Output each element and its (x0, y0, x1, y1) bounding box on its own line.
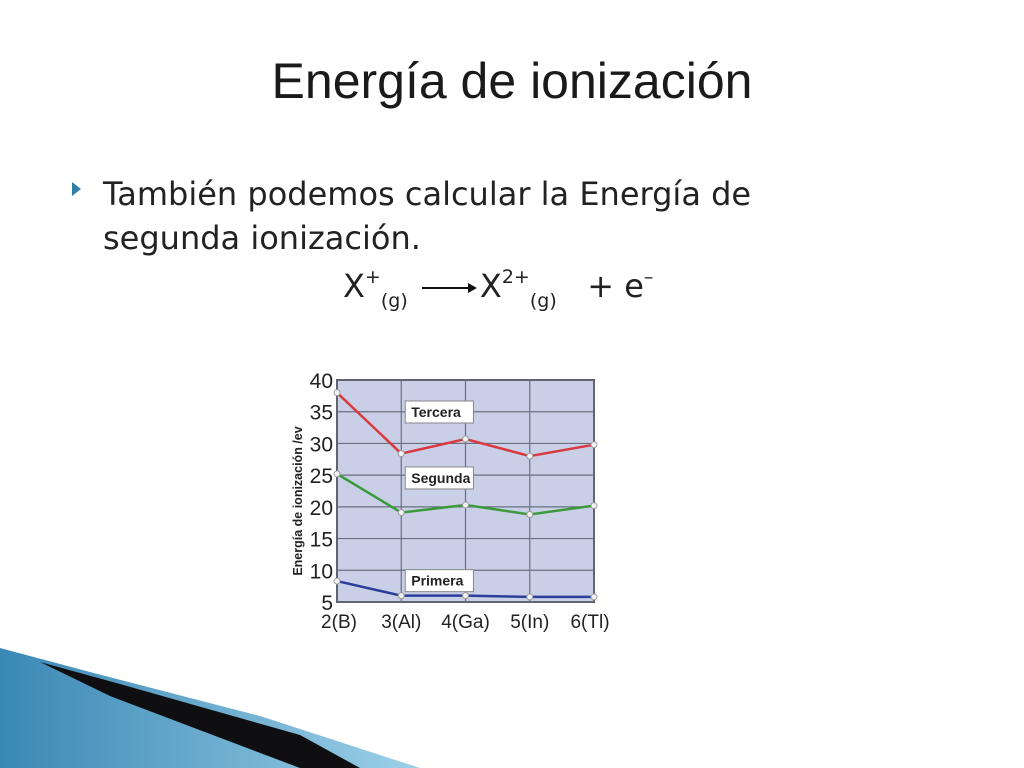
data-point (462, 592, 469, 600)
y-tick-labels: 40 35 30 25 20 15 10 5 (310, 370, 333, 615)
eq-reactant-charge: + (364, 266, 381, 288)
bullet-arrow-icon (72, 182, 81, 196)
x-tick-label: 6(Tl) (570, 612, 609, 633)
y-tick-label: 10 (310, 560, 333, 583)
ionization-chart: Tercera Segunda Primera 40 35 30 25 20 15 10 5 2(… (284, 362, 624, 640)
y-tick-label: 35 (310, 402, 333, 425)
chart-grid (336, 379, 595, 603)
y-tick-label: 40 (310, 370, 333, 393)
series-label-box (404, 466, 474, 490)
x-tick-labels: 2(B) 3(Al) 4(Ga) 5(In) 6(Tl) (321, 612, 609, 633)
series-label: Tercera (411, 404, 461, 420)
slide-title-text: Energía de ionización (271, 53, 753, 109)
data-point (333, 577, 341, 585)
y-tick-label: 15 (310, 529, 333, 552)
bullet-item: También podemos calcular la Energía de s… (72, 172, 892, 260)
eq-product-state: (g) (529, 290, 557, 312)
x-tick-label: 2(B) (321, 612, 357, 633)
data-point (397, 509, 405, 517)
y-tick-label: 5 (321, 592, 333, 615)
data-point (397, 592, 405, 600)
eq-product: X (479, 267, 502, 305)
bullet-text: También podemos calcular la Energía de s… (103, 175, 752, 257)
eq-plus: + (587, 267, 615, 305)
y-tick-label: 25 (310, 465, 333, 488)
data-point (333, 389, 341, 397)
x-tick-label: 5(In) (510, 612, 549, 633)
series-label: Primera (411, 573, 463, 589)
eq-reactant-state: (g) (380, 290, 408, 312)
blue-ribbon-shape (0, 648, 420, 768)
ionization-equation: X+(g) X2+(g) + e– (343, 266, 653, 312)
series-label-box (404, 400, 474, 424)
data-point (462, 501, 469, 509)
eq-product-charge: 2+ (501, 266, 530, 288)
y-tick-label: 30 (310, 433, 333, 456)
eq-reactant: X (343, 267, 365, 305)
data-point (526, 510, 534, 518)
x-tick-label: 3(Al) (381, 612, 421, 633)
series-label: Segunda (411, 470, 470, 486)
data-point (526, 452, 534, 460)
data-point (590, 441, 598, 449)
chart-series: Tercera Segunda Primera (333, 389, 598, 601)
data-point (333, 470, 341, 478)
data-point (526, 593, 534, 601)
y-axis-label: Energía de ionización /ev (291, 426, 305, 575)
data-point (590, 502, 598, 510)
eq-electron: e (624, 267, 644, 305)
x-tick-label: 4(Ga) (441, 612, 490, 633)
chart-svg: Tercera Segunda Primera 40 35 30 25 20 15 10 5 2(… (291, 370, 610, 633)
data-point (397, 450, 405, 458)
series-label-box (404, 569, 474, 593)
slide-title: Energía de ionización (0, 52, 1024, 110)
dark-ribbon-shape (40, 662, 360, 768)
eq-electron-charge: – (643, 266, 654, 288)
y-tick-label: 20 (310, 497, 333, 520)
data-point (590, 593, 598, 601)
data-point (462, 435, 469, 443)
reaction-arrow-icon (421, 283, 477, 293)
